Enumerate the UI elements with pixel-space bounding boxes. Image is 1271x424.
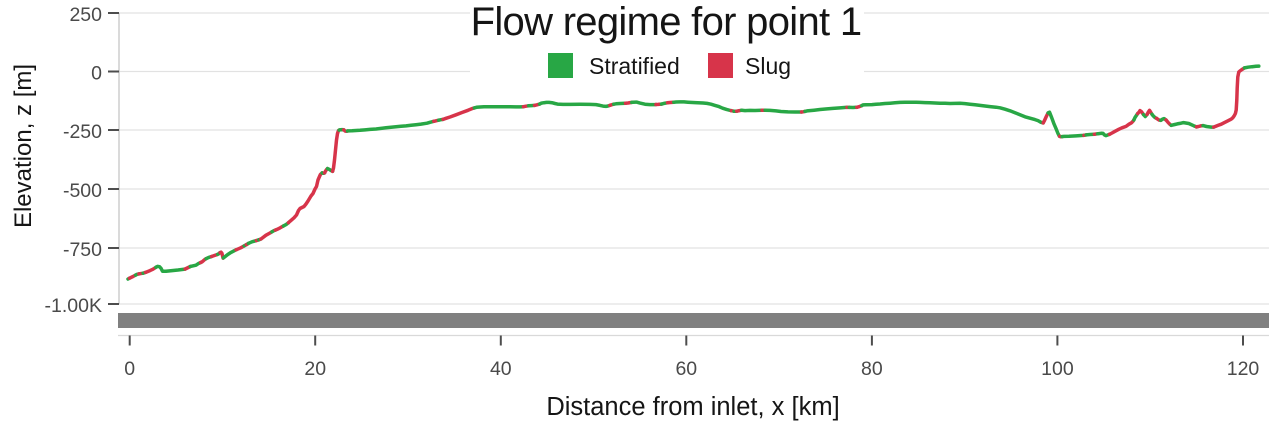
- svg-text:-500: -500: [63, 180, 102, 202]
- svg-text:Flow regime for point 1: Flow regime for point 1: [471, 0, 862, 44]
- svg-text:-250: -250: [63, 121, 102, 143]
- svg-text:Stratified: Stratified: [589, 53, 680, 79]
- svg-text:-750: -750: [63, 239, 102, 261]
- svg-text:0: 0: [91, 63, 102, 85]
- svg-text:80: 80: [861, 358, 883, 380]
- svg-text:Elevation, z [m]: Elevation, z [m]: [10, 64, 37, 228]
- svg-text:20: 20: [304, 358, 326, 380]
- svg-text:120: 120: [1227, 358, 1260, 380]
- svg-text:0: 0: [124, 358, 135, 380]
- svg-text:-1.00K: -1.00K: [45, 295, 102, 317]
- svg-text:100: 100: [1041, 358, 1074, 380]
- svg-text:Distance from inlet, x [km]: Distance from inlet, x [km]: [546, 393, 839, 421]
- svg-text:Slug: Slug: [745, 53, 791, 79]
- svg-text:40: 40: [490, 358, 512, 380]
- svg-text:250: 250: [69, 4, 102, 26]
- svg-text:60: 60: [675, 358, 697, 380]
